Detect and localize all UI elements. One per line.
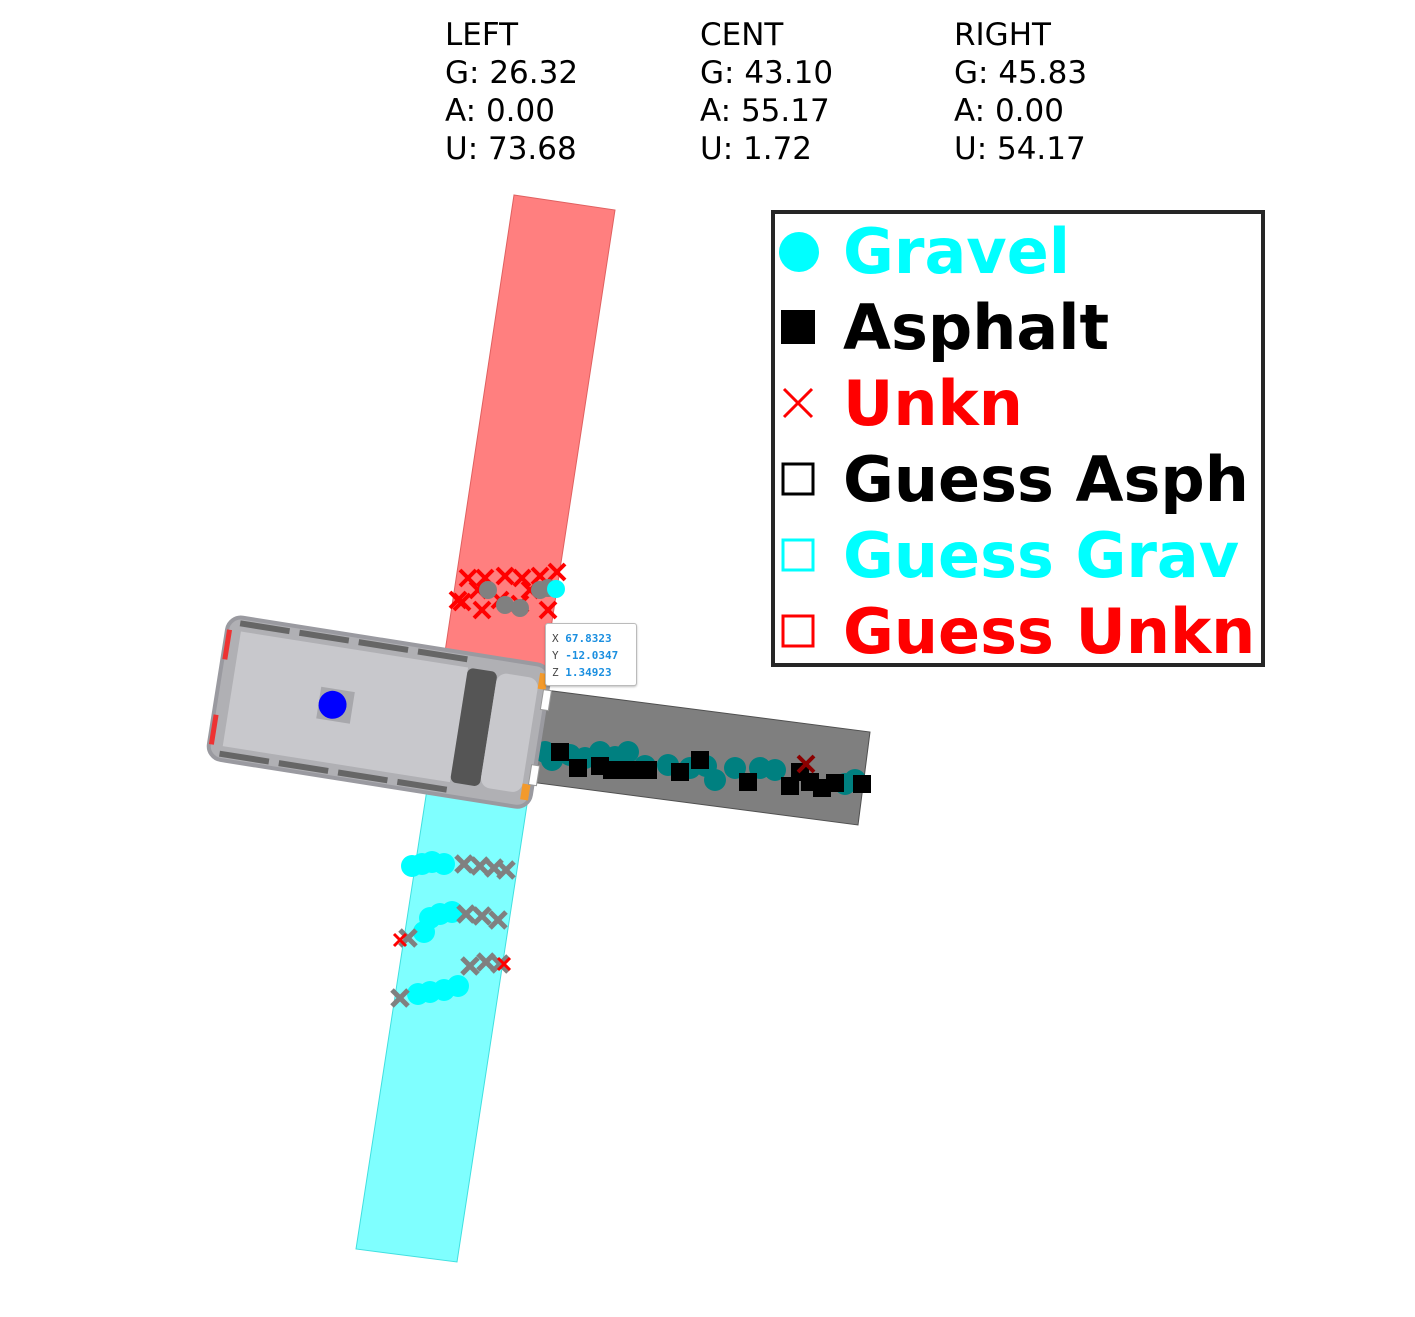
stats-right-unknown: U: 54.17 [954,131,1086,167]
legend-item-unkn: Unkn [775,366,1261,442]
sample-cross-marker [472,906,492,926]
sample-cross-marker [456,904,476,924]
sample-square-marker [781,777,799,795]
vehicle-rail-top [239,620,468,663]
sample-circle-marker [496,596,514,614]
stats-right-title: RIGHT [954,17,1051,53]
sample-cross-marker [547,562,567,582]
sample-square-marker [826,774,844,792]
vehicle-headlight-bottom [520,783,531,801]
sample-circle-marker [447,975,469,997]
legend-label-gravel: Gravel [843,215,1071,288]
vehicle[interactable] [206,615,555,810]
sample-square-marker [739,773,757,791]
sample-cross-marker [392,932,408,948]
stats-right: RIGHT G: 45.83 A: 0.00 U: 54.17 [954,16,1087,168]
stats-left-gravel: G: 26.32 [445,55,579,91]
stats-center-unknown: U: 1.72 [700,131,813,167]
sample-square-marker [853,775,871,793]
legend-item-guess-asph: Guess Asph [775,442,1261,518]
sample-cross-marker [472,600,492,620]
sample-cross-marker [488,910,508,930]
sample-circle-marker [704,769,726,791]
sample-square-marker [639,761,657,779]
coord-z-key: Z [552,666,559,679]
legend-item-guess-unkn: Guess Unkn [775,594,1261,670]
stats-center-title: CENT [700,17,784,53]
sample-cross-marker [796,754,816,774]
stats-left-asphalt: A: 0.00 [445,93,555,129]
stats-center: CENT G: 43.10 A: 55.17 U: 1.72 [700,16,833,168]
sample-square-marker [551,743,569,761]
sample-cross-marker [490,954,510,974]
legend-item-asphalt: Asphalt [775,290,1261,366]
sample-cross-marker [460,956,480,976]
legend-label-guess-grav: Guess Grav [843,519,1240,592]
legend-label-unkn: Unkn [843,367,1023,440]
sample-square-marker [603,761,621,779]
coord-x-key: X [552,632,559,645]
sample-circle-marker [413,921,435,943]
sample-cross-marker [512,568,532,588]
vehicle-rail-bottom [219,750,448,793]
vehicle-mirror-top [539,689,553,712]
stats-left-unknown: U: 73.68 [445,131,577,167]
sample-circle-marker [479,581,497,599]
sample-square-marker [621,761,639,779]
sample-cross-marker [390,988,410,1008]
sample-cross-marker [496,860,516,880]
vehicle-taillight-top [222,629,233,660]
sample-cross-marker [448,590,468,610]
legend-label-asphalt: Asphalt [843,291,1110,364]
legend-label-guess-asph: Guess Asph [843,443,1249,516]
stats-left-title: LEFT [445,17,519,53]
coord-y-value: -12.0347 [565,649,619,662]
legend: Gravel Asphalt Unkn Guess Asph [771,210,1265,670]
sample-cross-marker [538,600,558,620]
sample-square-marker [691,751,709,769]
vehicle-position-dot [318,690,347,719]
coord-x-value: 67.8323 [565,632,612,645]
sample-square-marker [671,763,689,781]
sample-cross-marker [454,854,474,874]
legend-item-gravel: Gravel [775,214,1261,290]
coordinate-readout: X 67.8323 Y -12.0347 Z 1.34923 [545,623,637,686]
sample-circle-marker [617,741,639,763]
coord-y-key: Y [552,649,559,662]
sample-square-marker [569,759,587,777]
stats-center-asphalt: A: 55.17 [700,93,830,129]
vehicle-hood [480,673,538,792]
sample-circle-marker [547,580,565,598]
legend-label-guess-unkn: Guess Unkn [843,595,1256,668]
sample-cross-marker [496,956,512,972]
sample-cross-marker [495,566,515,586]
sample-circle-marker [511,599,529,617]
vehicle-mirror-bottom [527,764,541,787]
coord-z-value: 1.34923 [565,666,612,679]
legend-item-guess-grav: Guess Grav [775,518,1261,594]
stats-right-gravel: G: 45.83 [954,55,1088,91]
vehicle-taillight-bottom [208,714,219,745]
sample-circle-marker [764,759,786,781]
stats-center-gravel: G: 43.10 [700,55,834,91]
right-zone [355,769,531,1263]
vehicle-windshield [450,668,497,786]
stats-right-asphalt: A: 0.00 [954,93,1064,129]
stats-left: LEFT G: 26.32 A: 0.00 U: 73.68 [445,16,578,168]
terrain-samples [390,562,871,1008]
sample-circle-marker [433,853,455,875]
